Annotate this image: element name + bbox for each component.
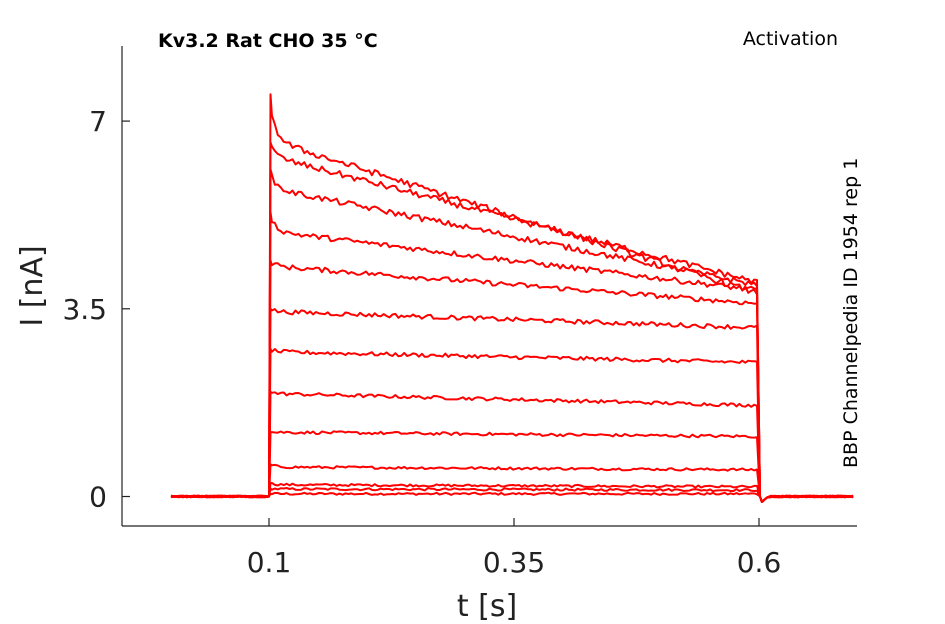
current-trace-9 [170,259,854,503]
traces-group [170,93,854,503]
x-tick-label: 0.1 [247,546,292,579]
channelpedia-id-label: BBP Channelpedia ID 1954 rep 1 [840,158,862,468]
current-trace-11 [171,168,854,503]
chart-title: Kv3.2 Rat CHO 35 °C [158,30,378,52]
activation-label: Activation [743,28,838,50]
x-tick-label: 0.35 [483,546,545,579]
current-trace-13 [170,93,854,503]
current-trace-1 [170,491,854,503]
current-trace-6 [170,390,854,503]
current-trace-5 [170,430,854,503]
x-ticks-group: 0.1 0.35 0.6 [247,518,782,579]
x-axis-label: t [s] [457,589,517,624]
x-tick-label: 0.6 [737,546,782,579]
current-trace-7 [170,348,854,503]
current-trace-3 [170,482,854,503]
current-trace-4 [170,463,854,503]
y-axis-label: I [nA] [15,245,50,326]
y-ticks-group: 03.57 [62,105,130,514]
current-trace-12 [170,141,854,503]
current-trace-2 [171,487,854,503]
y-tick-label: 7 [89,105,107,138]
y-tick-label: 3.5 [62,293,107,326]
y-tick-label: 0 [89,481,107,514]
current-trace-8 [170,307,854,503]
